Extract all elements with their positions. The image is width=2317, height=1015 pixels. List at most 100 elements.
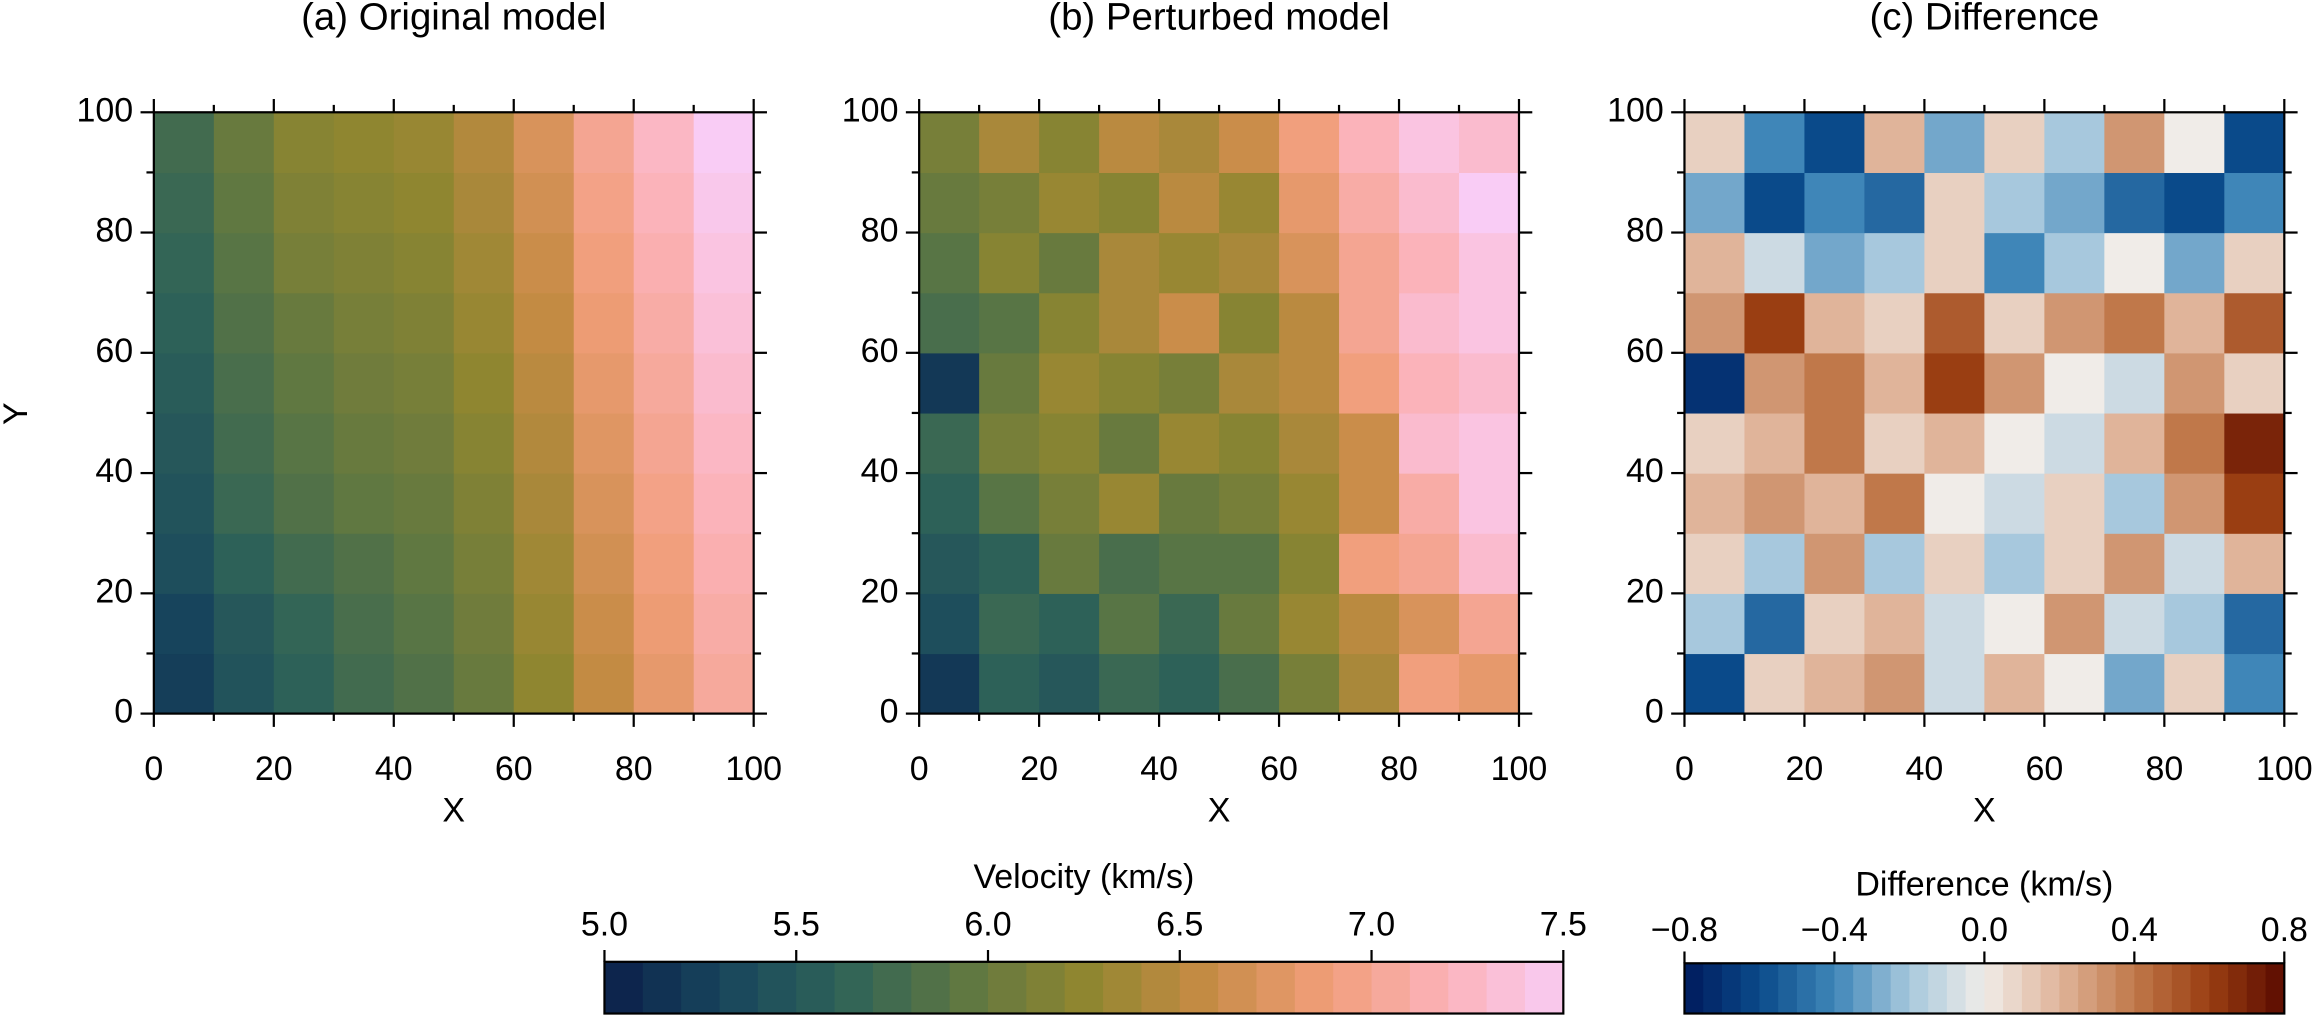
- heatmap-cell: [1099, 653, 1160, 715]
- colorbar-swatch: [1179, 961, 1219, 1014]
- x-tick-label: 40: [1140, 750, 1178, 788]
- heatmap-cell: [333, 653, 395, 715]
- heatmap-cell: [693, 412, 755, 474]
- colorbar-swatch: [1928, 963, 1948, 1014]
- heatmap-cell: [1219, 172, 1280, 234]
- heatmap-cell: [1804, 292, 1866, 354]
- heatmap-cell: [693, 653, 755, 715]
- heatmap-cell: [2164, 352, 2225, 414]
- heatmap-cell: [1744, 232, 1806, 294]
- heatmap-cell: [453, 292, 515, 354]
- y-tick-label: 0: [880, 693, 899, 731]
- heatmap-cell: [1684, 352, 1746, 414]
- heatmap-cell: [693, 232, 755, 294]
- heatmap-cell: [1159, 653, 1220, 715]
- heatmap-cell: [1159, 412, 1220, 474]
- y-tick-label: 20: [861, 572, 899, 610]
- heatmap-cell: [513, 112, 575, 174]
- colorbar-swatch: [2021, 963, 2042, 1014]
- heatmap-cell: [393, 653, 455, 715]
- heatmap-cell: [213, 352, 275, 414]
- colorbar-swatch: [2134, 963, 2154, 1014]
- colorbar-swatch: [1796, 963, 1817, 1014]
- heatmap-cell: [213, 412, 275, 474]
- heatmap-cell: [693, 533, 755, 594]
- heatmap-cell: [919, 533, 980, 594]
- heatmap-cell: [2164, 172, 2225, 234]
- heatmap-cell: [333, 292, 395, 354]
- colorbar-swatch: [2115, 963, 2135, 1014]
- heatmap-cell: [1279, 533, 1340, 594]
- colorbar-swatch: [1965, 963, 1985, 1014]
- y-tick-label: 20: [1626, 572, 1664, 610]
- heatmap-cell: [1219, 533, 1280, 594]
- colorbar-tick-label: 0.0: [1961, 911, 2008, 949]
- heatmap-cell: [1984, 653, 2045, 715]
- x-axis-label: X: [1973, 792, 1996, 830]
- heatmap-cell: [633, 533, 695, 594]
- heatmap-cell: [919, 412, 980, 474]
- colorbar-swatch: [1946, 963, 1967, 1014]
- y-tick-label: 40: [861, 452, 899, 490]
- heatmap-cell: [1099, 533, 1160, 594]
- panel-title: (a) Original model: [301, 0, 606, 38]
- heatmap-cell: [1039, 412, 1100, 474]
- heatmap-cell: [979, 412, 1040, 474]
- heatmap-cell: [1684, 232, 1746, 294]
- heatmap-cell: [1459, 172, 1520, 234]
- colorbar-swatch: [2246, 963, 2267, 1014]
- colorbar-tick-label: −0.4: [1801, 911, 1868, 949]
- heatmap-cell: [1219, 473, 1280, 534]
- heatmap-cell: [1339, 112, 1400, 174]
- heatmap-cell: [393, 533, 455, 594]
- heatmap-cell: [153, 593, 215, 655]
- colorbar-swatch: [1103, 961, 1143, 1014]
- heatmap-cell: [1099, 412, 1160, 474]
- heatmap-cell: [1459, 533, 1520, 594]
- heatmap-cell: [1864, 292, 1925, 354]
- heatmap-cell: [1924, 653, 1985, 715]
- colorbar-swatch: [1486, 961, 1526, 1014]
- heatmap-cell: [1399, 533, 1460, 594]
- heatmap-cell: [1099, 232, 1160, 294]
- colorbar-tick-label: −0.8: [1651, 911, 1718, 949]
- colorbar-swatch: [2265, 963, 2285, 1014]
- heatmap-cell: [1864, 112, 1925, 174]
- heatmap-cell: [153, 473, 215, 534]
- heatmap-cell: [1339, 593, 1400, 655]
- heatmap-cell: [573, 172, 635, 234]
- heatmap-cell: [1744, 533, 1806, 594]
- heatmap-cell: [2044, 352, 2105, 414]
- heatmap-cell: [979, 473, 1040, 534]
- heatmap-cell: [633, 352, 695, 414]
- heatmap-cell: [1339, 352, 1400, 414]
- heatmap-cell: [393, 352, 455, 414]
- colorbar-swatch: [2228, 963, 2248, 1014]
- heatmap-cell: [333, 593, 395, 655]
- heatmap-cell: [513, 593, 575, 655]
- heatmap-cell: [1159, 112, 1220, 174]
- panel-title: (c) Difference: [1869, 0, 2099, 38]
- colorbar-swatch: [2153, 963, 2173, 1014]
- colorbar-swatch: [1871, 963, 1892, 1014]
- heatmap-cell: [1279, 653, 1340, 715]
- heatmap-cell: [2224, 352, 2285, 414]
- colorbar-tick-label: 6.5: [1156, 905, 1203, 943]
- heatmap-cell: [573, 533, 635, 594]
- heatmap-cell: [2104, 412, 2165, 474]
- heatmap-cell: [1924, 593, 1985, 655]
- heatmap-cell: [1864, 352, 1925, 414]
- heatmap-cell: [1684, 653, 1746, 715]
- colorbar-swatch: [2209, 963, 2229, 1014]
- heatmap-cell: [1459, 232, 1520, 294]
- heatmap-cell: [1744, 172, 1806, 234]
- heatmap-cell: [919, 593, 980, 655]
- heatmap-cell: [633, 292, 695, 354]
- heatmap-cell: [1984, 593, 2045, 655]
- colorbar-swatch: [642, 961, 682, 1014]
- y-tick-label: 80: [1626, 212, 1664, 250]
- heatmap-cell: [513, 292, 575, 354]
- colorbar-swatch: [1141, 961, 1181, 1014]
- heatmap-cell: [1099, 292, 1160, 354]
- heatmap-cell: [1279, 232, 1340, 294]
